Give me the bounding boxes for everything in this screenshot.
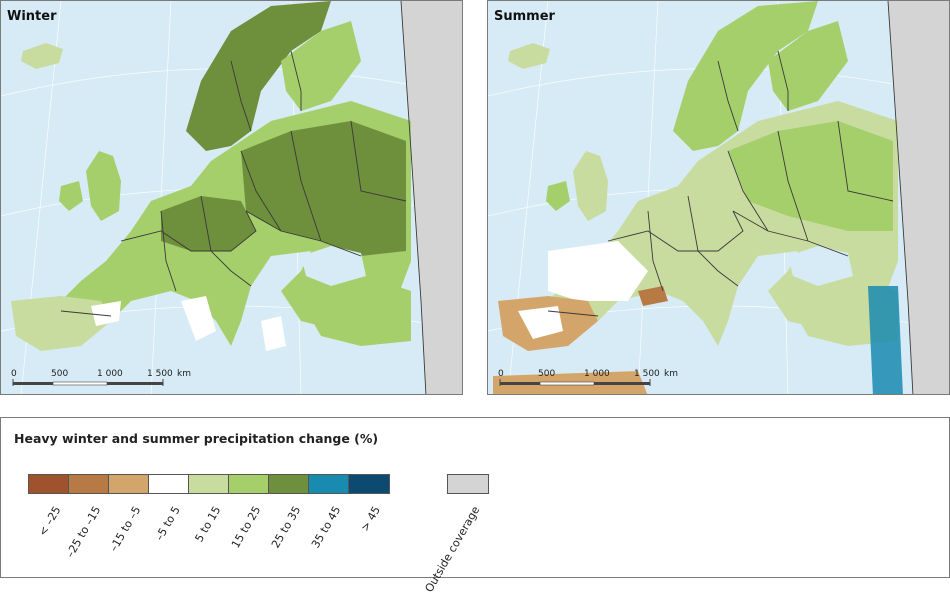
legend-class-label: 5 to 15 — [192, 504, 224, 545]
legend-class-label: < –25 — [35, 504, 64, 539]
scale-tick: 1 000 — [97, 369, 123, 379]
land-eastern-europe — [241, 121, 406, 256]
land-scandinavia — [186, 1, 331, 151]
land-eastern-europe — [728, 121, 893, 231]
no-change-patch — [548, 241, 648, 301]
legend-swatch — [229, 475, 269, 493]
black-sea — [788, 246, 853, 286]
outside-coverage-label: Outside coverage — [422, 504, 483, 595]
summer-map — [488, 1, 949, 394]
scale-tick: 0 — [11, 369, 17, 379]
summer-map-panel: Summer 0 500 1 000 1 500 km — [487, 0, 950, 395]
scale-tick: 1 500 — [147, 369, 173, 379]
scale-tick: 500 — [51, 369, 69, 379]
scale-unit: km — [177, 369, 191, 379]
land-ireland — [59, 181, 83, 211]
legend: Heavy winter and summer precipitation ch… — [0, 417, 950, 595]
decrease-patch — [638, 286, 668, 306]
land-iceland — [508, 43, 550, 69]
winter-map — [1, 1, 462, 394]
black-sea — [301, 246, 366, 286]
land-great-britain — [86, 151, 121, 221]
legend-swatch — [29, 475, 69, 493]
scale-bar-graphic — [12, 379, 164, 386]
no-change-patch — [181, 296, 216, 341]
legend-class-label: 35 to 45 — [308, 504, 344, 551]
land-scandinavia — [673, 1, 818, 151]
outside-coverage-area — [401, 1, 462, 394]
panel-title: Winter — [7, 9, 57, 24]
outside-coverage-area — [888, 1, 949, 394]
country-borders — [60, 1, 427, 394]
panel-title: Summer — [494, 9, 555, 24]
legend-swatch — [189, 475, 229, 493]
legend-class-label: 15 to 25 — [228, 504, 264, 551]
outside-coverage-swatch — [447, 474, 489, 494]
legend-class-label: –5 to 5 — [153, 504, 184, 544]
scale-unit: km — [664, 369, 678, 379]
strong-increase-patch — [868, 286, 903, 394]
land-turkey — [301, 281, 411, 346]
legend-swatch — [149, 475, 189, 493]
land-iceland — [21, 43, 63, 69]
no-change-patch — [91, 301, 121, 326]
country-borders — [547, 1, 914, 394]
scale-tick: 1 000 — [584, 369, 610, 379]
winter-map-panel: Winter 0 500 1 000 1 500 km — [0, 0, 463, 395]
land-finland — [281, 21, 361, 111]
legend-class-label: 25 to 35 — [268, 504, 304, 551]
no-change-patch — [518, 306, 563, 339]
land-iberia — [11, 296, 111, 351]
scale-bar-graphic — [499, 379, 651, 386]
legend-title: Heavy winter and summer precipitation ch… — [14, 431, 379, 446]
no-change-patch — [261, 316, 286, 351]
legend-swatch — [69, 475, 109, 493]
scale-tick: 0 — [498, 369, 504, 379]
legend-swatch — [109, 475, 149, 493]
land-central-europe — [161, 196, 256, 251]
legend-color-ramp — [28, 474, 390, 494]
scale-tick: 500 — [538, 369, 556, 379]
land-great-britain — [573, 151, 608, 221]
legend-class-label: –25 to –15 — [63, 504, 104, 560]
legend-class-label: > 45 — [358, 504, 384, 534]
legend-class-label: –15 to –5 — [106, 504, 144, 554]
scale-tick: 1 500 — [634, 369, 660, 379]
legend-swatch — [269, 475, 309, 493]
legend-swatch — [309, 475, 349, 493]
land-finland — [768, 21, 848, 111]
land-ireland — [546, 181, 570, 211]
legend-swatch — [349, 475, 389, 493]
